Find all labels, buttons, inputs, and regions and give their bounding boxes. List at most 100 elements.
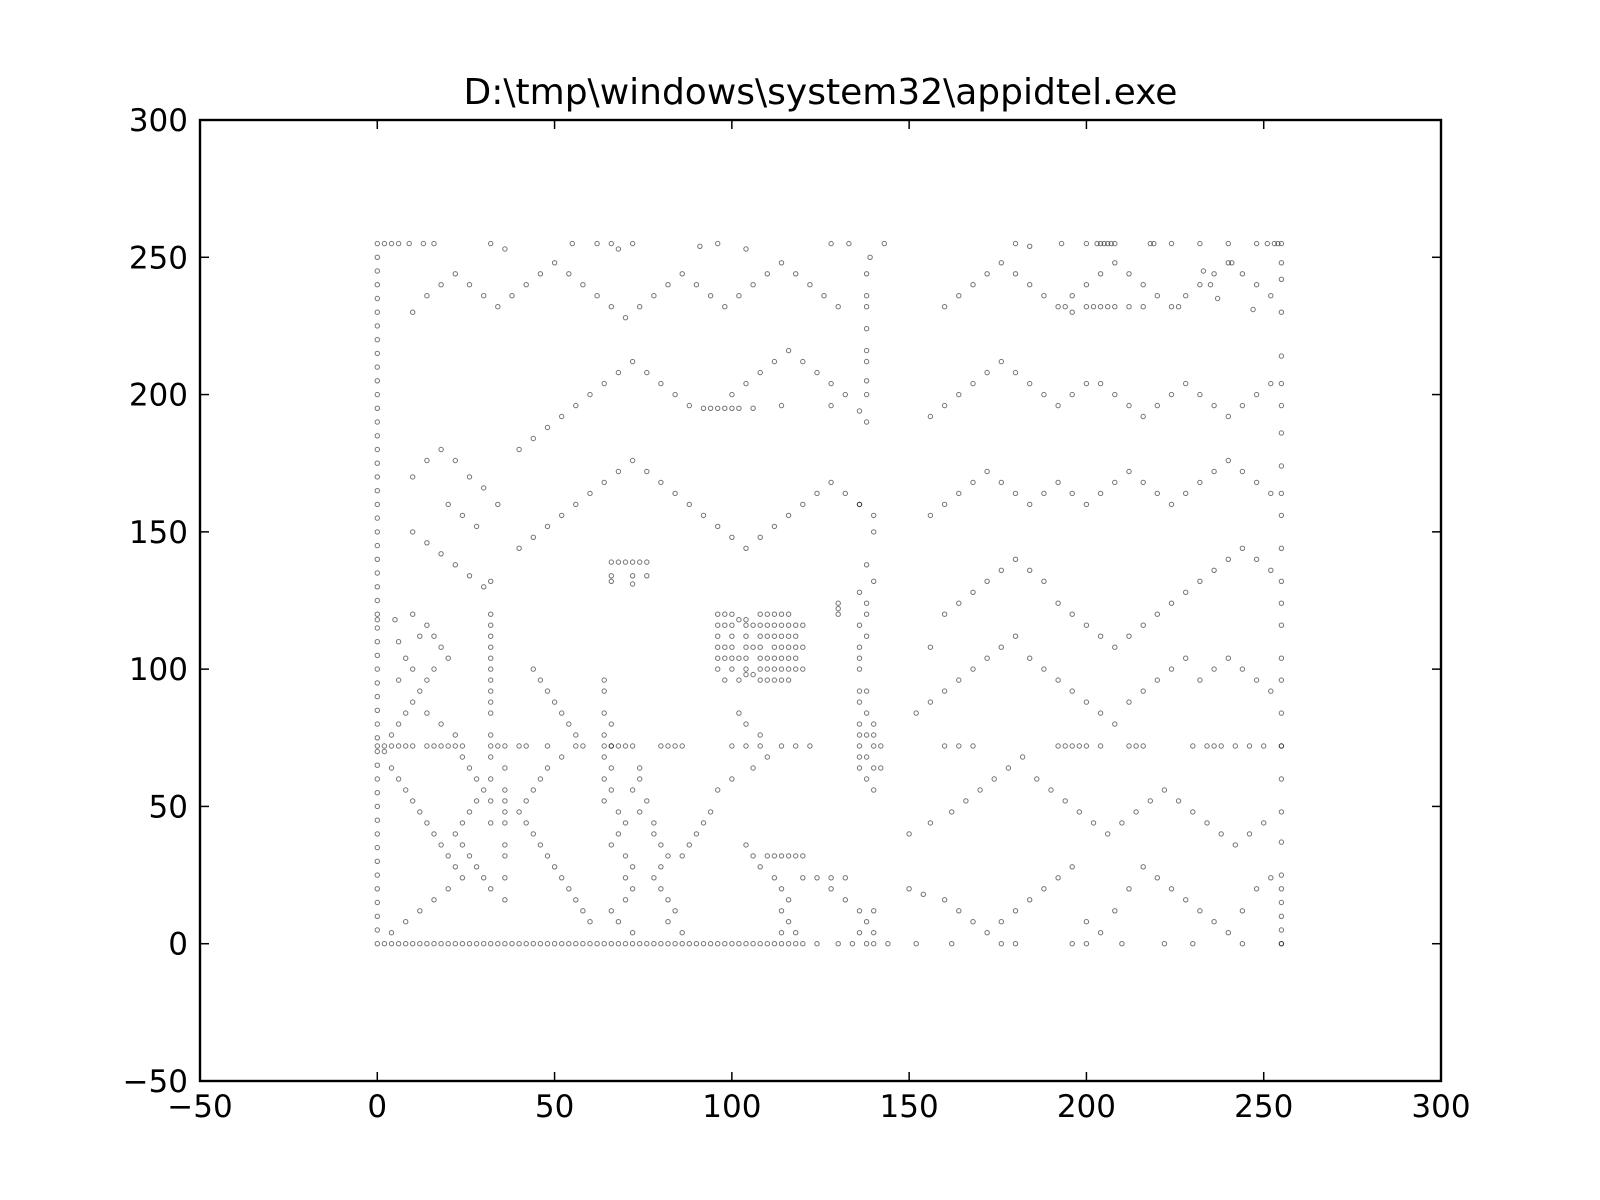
data-point [1126,886,1132,892]
data-point [707,809,714,815]
data-point [459,754,466,760]
data-point [1268,490,1274,497]
data-point [1253,677,1260,683]
data-point [1069,293,1075,299]
data-point [800,644,806,650]
data-point [424,820,430,826]
data-point [679,941,685,947]
data-point [445,853,451,859]
data-point [793,622,799,628]
data-point [374,927,380,933]
data-point [998,919,1004,925]
data-point [374,474,380,480]
data-point [686,501,692,508]
data-point [374,776,380,782]
data-point [800,941,806,947]
data-point [715,941,721,947]
data-point [778,666,785,672]
data-point [1126,271,1132,277]
data-point [488,633,494,639]
data-point [1012,556,1019,562]
data-point [1090,304,1097,310]
data-point [488,578,494,584]
data-point [956,391,962,398]
data-point [559,413,565,420]
data-point [863,732,870,738]
data-point [764,666,770,672]
data-point [1232,743,1239,749]
data-point [637,304,643,310]
data-point [644,573,650,579]
data-point [1076,743,1083,749]
data-point [927,820,934,826]
data-point [941,304,948,310]
data-point [665,743,671,749]
data-point [1278,941,1285,947]
data-point [530,666,536,672]
data-point [736,293,742,299]
data-point [392,617,398,623]
data-point [764,677,770,683]
data-point [530,435,536,442]
data-point [395,677,402,683]
data-point [715,666,721,672]
data-point [856,589,863,595]
data-point [697,243,703,250]
data-point [502,820,508,826]
y-tick-label: 0 [168,927,188,963]
data-point [587,490,593,497]
data-point [743,246,749,252]
data-point [828,886,834,892]
data-point [778,260,785,266]
data-point [608,240,614,247]
data-point [431,897,437,903]
data-point [502,941,508,947]
data-point [629,457,636,464]
data-point [466,573,473,579]
data-point [1069,688,1075,694]
data-point [1069,490,1075,497]
data-point [729,941,735,947]
data-point [559,941,565,947]
data-point [863,633,870,639]
data-point [707,405,714,411]
data-point [757,611,763,617]
data-point [1183,293,1189,299]
data-point [1154,402,1161,409]
data-point [551,260,558,266]
data-point [516,941,522,947]
data-point [1278,380,1285,387]
data-point [637,765,643,771]
data-point [410,529,416,535]
data-point [970,479,976,486]
data-point [594,293,600,299]
data-point [856,655,863,661]
data-point [608,559,614,565]
data-point [1055,677,1061,683]
data-point [1278,743,1285,749]
data-point [466,474,473,480]
data-point [1069,391,1075,398]
data-point [1225,556,1232,562]
data-point [629,559,636,565]
data-point [991,776,997,782]
data-point [566,721,572,727]
data-point [778,677,785,683]
data-point [778,633,785,639]
data-point [1168,501,1175,508]
data-point [473,864,480,870]
data-point [1278,309,1285,315]
data-point [1105,831,1111,837]
data-point [800,501,806,508]
points-layer [374,240,1285,947]
data-point [374,254,380,260]
data-point [715,644,721,650]
data-point [445,941,451,947]
data-point [424,710,430,716]
data-point [488,644,494,650]
data-point [906,831,912,837]
data-point [757,534,763,540]
data-point [1278,430,1285,436]
data-point [1253,391,1260,398]
data-point [672,908,678,914]
